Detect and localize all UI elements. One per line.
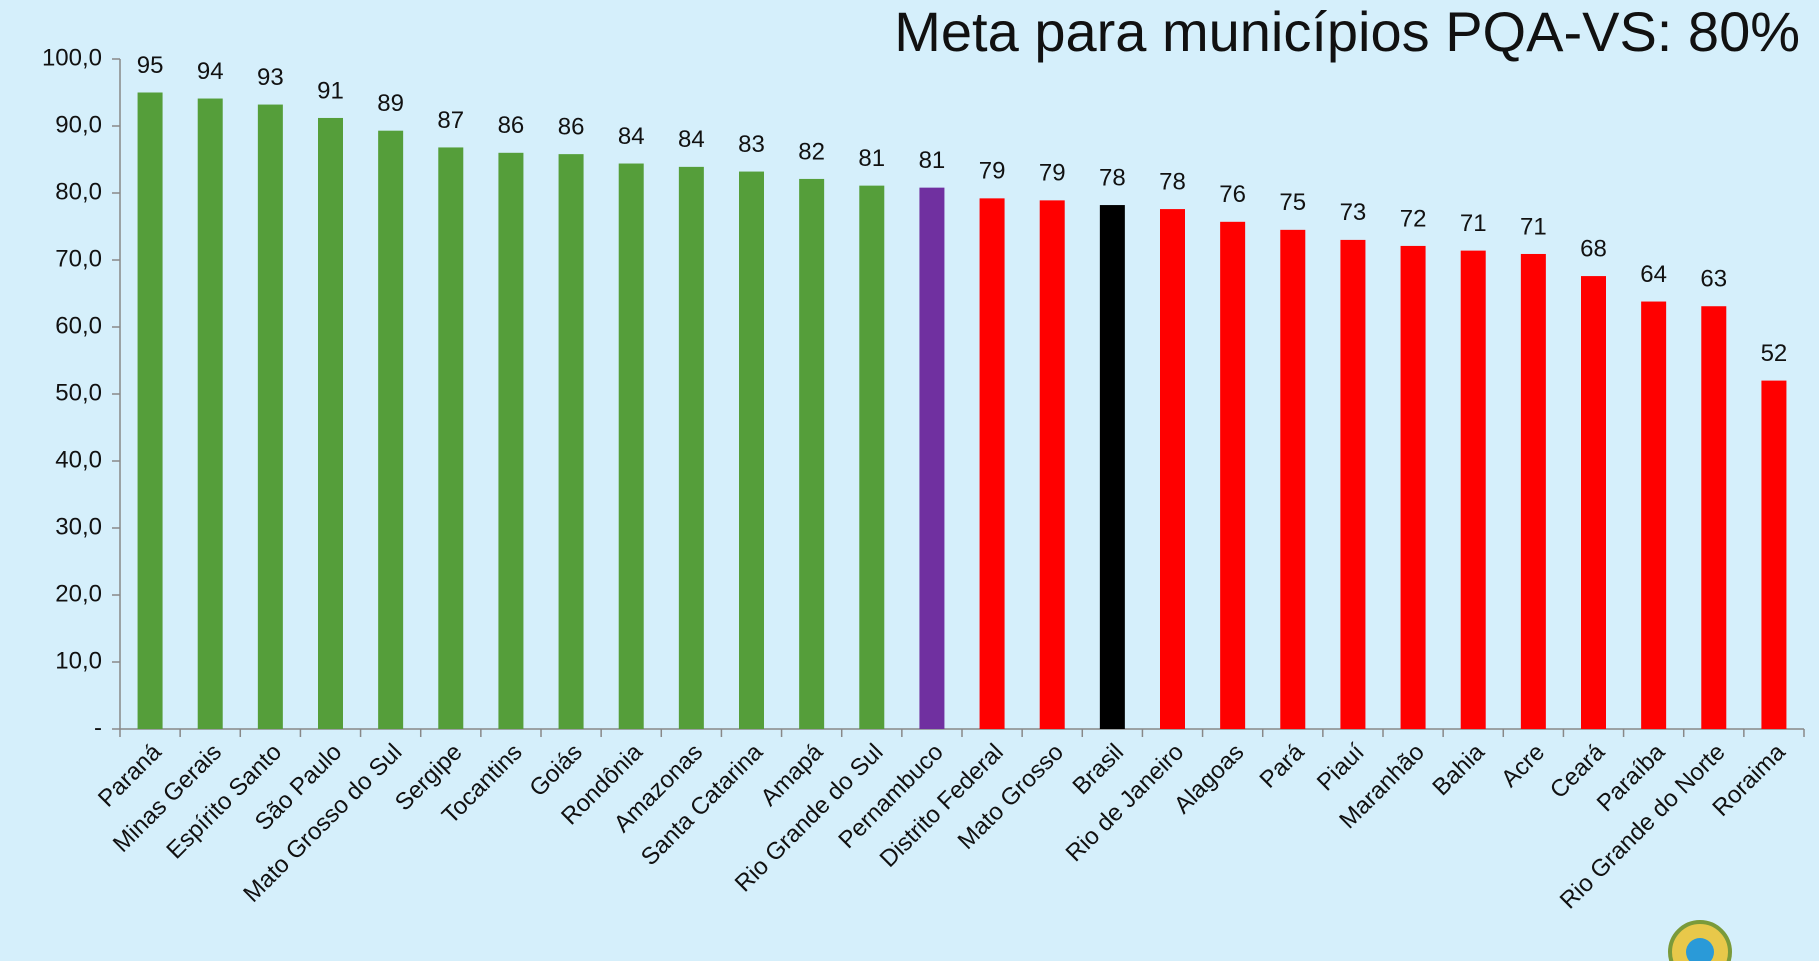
data-label: 84: [618, 123, 645, 150]
bar: [438, 147, 464, 729]
bar: [1520, 253, 1546, 729]
bar: [979, 198, 1005, 730]
data-label: 68: [1580, 235, 1607, 262]
data-label: 78: [1159, 168, 1186, 195]
y-tick-label: 100,0: [42, 44, 102, 71]
y-tick-label: -: [94, 714, 102, 741]
data-label: 71: [1520, 213, 1547, 240]
data-label: 64: [1640, 261, 1667, 288]
bar: [1340, 239, 1366, 729]
y-tick-label: 30,0: [55, 513, 102, 540]
data-label: 78: [1099, 164, 1126, 191]
data-label: 52: [1761, 340, 1788, 367]
bar: [919, 187, 945, 729]
data-label: 72: [1400, 205, 1427, 232]
data-label: 81: [858, 145, 885, 172]
bar: [498, 152, 524, 730]
bar: [1641, 301, 1667, 729]
bar: [1099, 205, 1125, 729]
bar: [137, 92, 163, 729]
bar: [378, 130, 404, 729]
bar: [1400, 245, 1426, 729]
bar: [1460, 250, 1486, 729]
bar: [257, 104, 283, 729]
data-label: 95: [137, 52, 164, 79]
data-label: 73: [1340, 199, 1367, 226]
data-label: 84: [678, 126, 705, 153]
data-label: 89: [377, 90, 404, 117]
y-tick-label: 50,0: [55, 379, 102, 406]
data-label: 79: [979, 158, 1006, 185]
bar: [1220, 221, 1246, 729]
bar: [197, 98, 223, 729]
data-label: 91: [317, 77, 344, 104]
data-label: 82: [798, 138, 825, 165]
y-tick-label: 60,0: [55, 312, 102, 339]
bar: [1160, 209, 1185, 729]
bar: [799, 178, 825, 729]
data-label: 86: [558, 113, 585, 140]
bar: [618, 163, 644, 729]
data-label: 76: [1219, 181, 1246, 208]
bar: [1581, 276, 1606, 729]
bar: [558, 154, 584, 729]
bar: [318, 117, 343, 729]
y-tick-label: 40,0: [55, 446, 102, 473]
y-tick-label: 70,0: [55, 245, 102, 272]
y-tick-label: 80,0: [55, 178, 102, 205]
bar: [1039, 200, 1065, 729]
data-label: 83: [738, 131, 765, 158]
chart-title: Meta para municípios PQA-VS: 80%: [894, 0, 1800, 63]
data-label: 81: [919, 147, 946, 174]
bar: [1701, 306, 1727, 729]
data-label: 63: [1700, 266, 1727, 293]
bar: [1280, 229, 1306, 729]
data-label: 71: [1460, 210, 1487, 237]
bar: [1761, 380, 1787, 729]
logo: [1668, 920, 1732, 961]
y-tick-label: 90,0: [55, 111, 102, 138]
bar: [678, 166, 704, 729]
y-tick-label: 20,0: [55, 580, 102, 607]
data-label: 79: [1039, 160, 1066, 187]
bar: [859, 185, 885, 729]
bar: [739, 171, 764, 729]
data-label: 86: [498, 112, 525, 139]
data-label: 93: [257, 64, 284, 91]
data-label: 94: [197, 58, 224, 85]
data-label: 75: [1279, 189, 1306, 216]
data-label: 87: [437, 107, 464, 134]
y-tick-label: 10,0: [55, 647, 102, 674]
